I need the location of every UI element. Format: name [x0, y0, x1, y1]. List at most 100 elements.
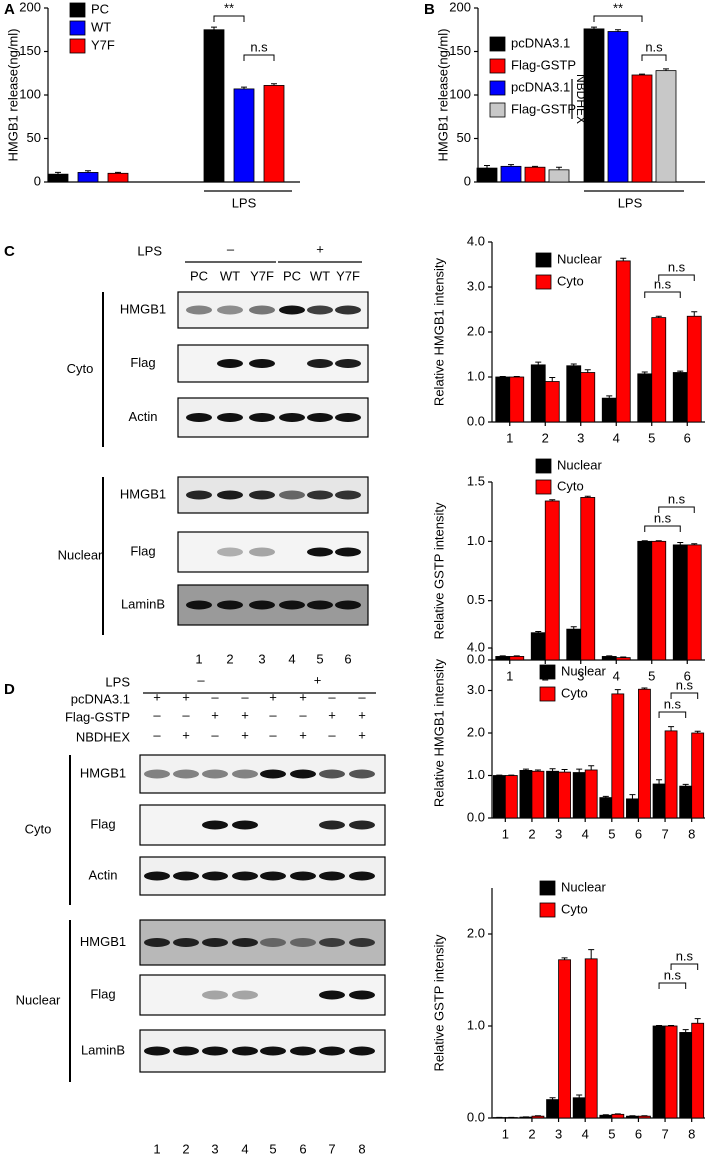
- bar: [263, 85, 285, 183]
- bar: [638, 688, 651, 819]
- y-tick-label: 50: [27, 130, 41, 145]
- blot-band: [319, 1046, 345, 1056]
- bar: [672, 544, 688, 661]
- y-tick-label: 3.0: [467, 278, 485, 293]
- bar: [203, 29, 225, 183]
- y-axis-label: HMGB1 release(ng/ml): [435, 29, 450, 162]
- blot-band: [335, 490, 361, 500]
- legend-swatch: [539, 902, 556, 918]
- blot-band: [202, 990, 228, 1000]
- y-tick-label: 100: [19, 86, 41, 101]
- lane-label: WT: [310, 268, 330, 283]
- error-bar: [641, 371, 648, 374]
- row-label: HMGB1: [120, 301, 166, 316]
- error-bar: [556, 166, 562, 170]
- bar: [572, 1097, 586, 1119]
- error-bar: [549, 1097, 556, 1100]
- bar: [572, 772, 586, 819]
- group-label: Nuclear: [16, 992, 61, 1007]
- error-bar: [484, 164, 490, 169]
- blot-band: [217, 359, 243, 368]
- bar: [615, 657, 631, 661]
- lane-label: Y7F: [250, 268, 274, 283]
- bar: [637, 373, 653, 423]
- legend-label: PC: [91, 1, 109, 16]
- bar: [655, 70, 677, 183]
- condition-sign: +: [269, 689, 277, 704]
- y-axis-label: Relative HMGB1 intensity: [431, 658, 446, 807]
- lane-label: WT: [220, 268, 240, 283]
- bar: [651, 540, 667, 661]
- significance-bracket: [641, 54, 667, 61]
- y-tick-label: 1.0: [467, 533, 485, 548]
- blot-band: [349, 990, 375, 1000]
- x-tick-label: 4: [582, 1126, 589, 1141]
- error-bar: [614, 689, 621, 694]
- blot-band: [173, 871, 199, 881]
- blot-band: [232, 769, 258, 779]
- legend-group-label: NBDHEX: [574, 74, 588, 124]
- blot-band: [202, 938, 228, 947]
- x-tick-label: 7: [661, 826, 668, 841]
- condition-sign: –: [227, 241, 235, 256]
- y-tick-label: 1.0: [467, 368, 485, 383]
- error-bar: [549, 376, 556, 382]
- legend-label: Nuclear: [561, 663, 606, 678]
- blot-band: [249, 305, 275, 315]
- group-label: Cyto: [67, 361, 94, 376]
- blot-band: [144, 769, 170, 779]
- error-bar: [508, 164, 514, 167]
- blot-band: [307, 490, 333, 500]
- error-bar: [677, 542, 684, 545]
- lane-number: 6: [344, 651, 351, 666]
- x-tick-label: 1: [502, 1126, 509, 1141]
- x-tick-label: 5: [608, 826, 615, 841]
- condition-sign: +: [316, 241, 324, 256]
- bar: [530, 364, 546, 423]
- y-tick-label: 1.5: [467, 473, 485, 488]
- bar: [580, 372, 596, 423]
- blot-band: [232, 990, 258, 1000]
- y-tick-label: 0.0: [467, 809, 485, 824]
- y-tick-label: 0: [34, 173, 41, 188]
- blot-band: [232, 1046, 258, 1056]
- row-label: LaminB: [81, 1042, 125, 1057]
- bar: [679, 785, 693, 819]
- significance-label: **: [613, 0, 623, 15]
- error-bar: [615, 29, 621, 32]
- legend-label: WT: [91, 19, 111, 34]
- blot-band: [249, 490, 275, 500]
- y-tick-label: 0.0: [467, 413, 485, 428]
- blot-band: [307, 547, 333, 557]
- blot-band: [173, 769, 199, 779]
- x-tick-label: 2: [542, 430, 549, 445]
- condition-sign: +: [358, 727, 366, 742]
- bar: [686, 544, 702, 661]
- legend-swatch: [535, 458, 552, 474]
- lane-number: 2: [182, 1141, 189, 1156]
- bar: [509, 656, 525, 661]
- condition-sign: –: [211, 727, 219, 742]
- error-bar: [534, 769, 541, 772]
- error-bar: [588, 765, 595, 770]
- bar: [476, 167, 498, 183]
- bar: [500, 165, 522, 183]
- bar: [638, 1115, 651, 1119]
- condition-sign: +: [182, 727, 190, 742]
- blot-band: [307, 600, 333, 610]
- significance-label: n.s: [664, 696, 682, 711]
- blot-band: [307, 359, 333, 368]
- x-tick-label: 5: [648, 430, 655, 445]
- error-bar: [584, 369, 591, 373]
- error-bar: [606, 395, 613, 399]
- condition-sign: –: [211, 689, 219, 704]
- lane-number: 3: [211, 1141, 218, 1156]
- blot-band: [335, 305, 361, 315]
- bar: [77, 172, 99, 183]
- x-tick-label: 5: [608, 1126, 615, 1141]
- error-bar: [641, 540, 648, 542]
- legend-label: Flag-GSTP: [511, 101, 576, 116]
- condition-sign: –: [328, 689, 336, 704]
- legend-swatch: [535, 479, 552, 495]
- bar: [546, 1099, 559, 1119]
